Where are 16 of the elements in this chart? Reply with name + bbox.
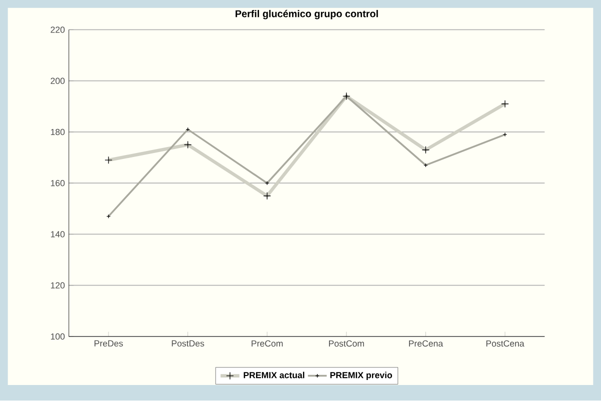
x-tick-label: PreCena — [409, 340, 444, 347]
x-tick-label: PostDes — [172, 340, 204, 347]
y-tick-label: 100 — [50, 334, 65, 340]
x-tick-label: PostCom — [329, 340, 364, 347]
y-tick-label: 180 — [50, 129, 65, 136]
chart-title: Perfil glucémico grupo control — [236, 10, 378, 20]
x-tick-label: PreCom — [252, 340, 283, 347]
legend-label: PREMIX actual — [244, 372, 304, 378]
y-tick-label: 200 — [50, 78, 65, 84]
y-tick-label: 220 — [50, 26, 65, 34]
y-tick-label: 120 — [50, 282, 65, 289]
legend-label: PREMIX previo — [330, 372, 392, 380]
y-tick-label: 160 — [50, 180, 65, 186]
x-tick-label: PreDes — [94, 340, 123, 347]
y-tick-label: 140 — [50, 231, 65, 238]
x-tick-label: PostCena — [486, 340, 524, 347]
